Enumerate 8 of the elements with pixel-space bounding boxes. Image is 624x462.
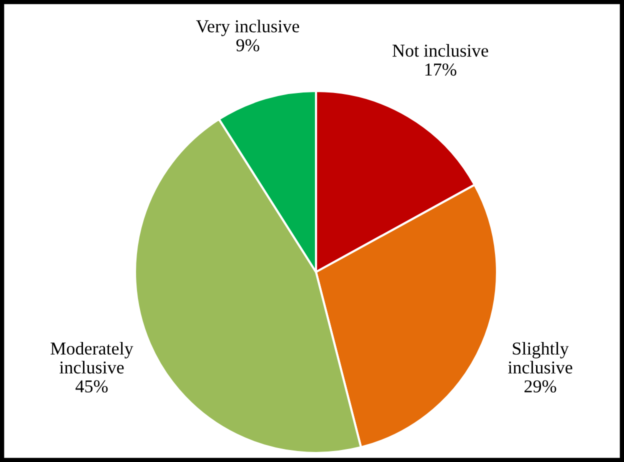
data-label: 29% (524, 380, 556, 393)
slice-label: Very inclusive (196, 20, 300, 36)
slice-label: Not inclusive (392, 44, 488, 57)
data-label: 17% (425, 63, 456, 76)
slice-label: Moderately inclusive (50, 342, 134, 374)
slice-label: Slightly inclusive (508, 342, 572, 374)
data-label: 9% (236, 39, 260, 52)
data-label: 45% (76, 380, 108, 393)
